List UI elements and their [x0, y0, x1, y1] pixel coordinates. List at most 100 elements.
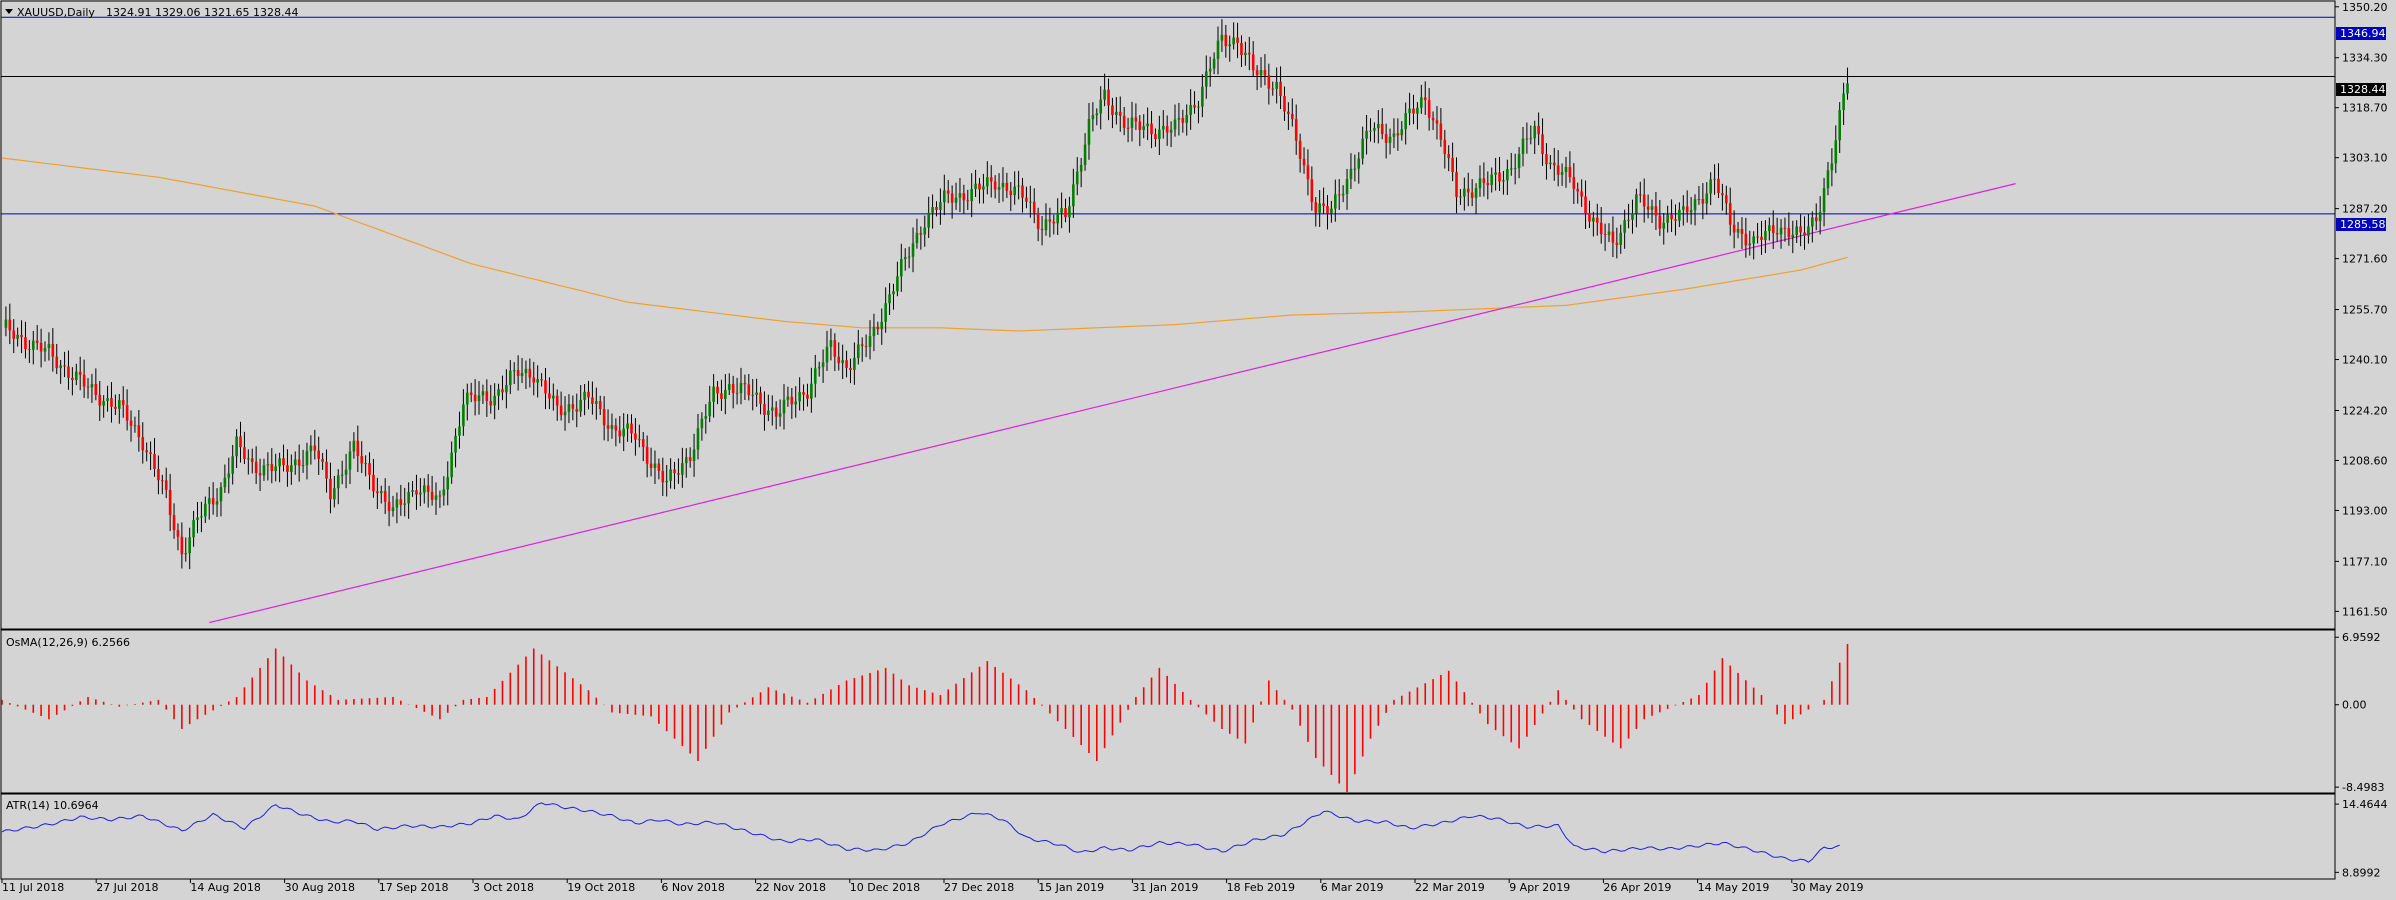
candle — [1193, 91, 1196, 114]
candle — [1068, 196, 1071, 233]
candle — [1768, 217, 1771, 241]
candle — [954, 182, 958, 210]
candle — [1725, 185, 1728, 215]
candle — [978, 177, 981, 204]
candle — [434, 482, 438, 515]
candle — [598, 395, 602, 415]
candle — [282, 444, 285, 472]
candle — [520, 358, 524, 384]
candle — [290, 454, 293, 485]
candle — [1814, 203, 1818, 231]
candle — [438, 490, 442, 508]
candle — [293, 451, 297, 475]
candle — [817, 361, 821, 377]
candle — [415, 474, 418, 510]
candle — [536, 365, 539, 398]
candle — [1126, 117, 1130, 143]
price-tick-label: 1255.70 — [2342, 304, 2388, 317]
candle — [1052, 214, 1056, 235]
candle — [1075, 157, 1079, 196]
candle — [1142, 114, 1146, 139]
candle — [360, 441, 364, 474]
candle — [614, 418, 618, 447]
date-tick-label: 31 Jan 2019 — [1132, 881, 1198, 894]
candle — [1361, 126, 1364, 165]
atr-series-line — [1, 802, 1840, 863]
osma-panel[interactable] — [0, 629, 2336, 794]
candle — [516, 355, 520, 391]
candle — [583, 384, 586, 416]
candle — [399, 484, 403, 516]
date-tick-label: 10 Dec 2018 — [850, 881, 920, 894]
candle — [403, 487, 407, 517]
candle — [989, 165, 993, 198]
candle — [1466, 172, 1470, 207]
candle — [692, 433, 696, 477]
candle — [239, 421, 242, 463]
main-price-panel[interactable] — [0, 0, 2336, 630]
candle — [1240, 35, 1243, 67]
candle — [1072, 168, 1075, 218]
candle — [16, 327, 19, 347]
candle — [1326, 195, 1329, 230]
candle — [1416, 102, 1419, 130]
candle — [149, 441, 152, 470]
candle — [305, 442, 309, 480]
candle — [645, 435, 649, 478]
candle — [1287, 102, 1290, 130]
candle — [919, 226, 923, 250]
candle — [24, 321, 27, 359]
candle — [270, 448, 274, 484]
candle — [880, 308, 884, 345]
candle — [1556, 150, 1560, 187]
candle — [892, 283, 895, 310]
svg-text:1328.44: 1328.44 — [2340, 83, 2386, 96]
candle — [575, 393, 579, 428]
candle — [872, 313, 876, 352]
triangle-down-icon[interactable] — [5, 9, 13, 14]
candle — [74, 363, 78, 386]
candle — [657, 458, 661, 480]
candle — [1490, 167, 1494, 193]
candle — [731, 375, 735, 409]
date-tick-label: 15 Jan 2019 — [1038, 881, 1104, 894]
candle — [1642, 178, 1646, 223]
candle — [864, 334, 868, 358]
candle — [1846, 67, 1849, 100]
candle — [755, 378, 758, 407]
price-axis: 1350.20 1334.30 1318.70 1303.10 1287.20 1271.… — [2335, 1, 2388, 618]
candle — [1009, 182, 1013, 212]
candle — [1158, 115, 1161, 156]
candle — [595, 387, 598, 420]
osma-tick-label: 6.9592 — [2342, 631, 2381, 644]
candle — [313, 429, 317, 460]
candle — [1377, 110, 1380, 144]
candle — [1537, 112, 1540, 146]
candle — [1150, 111, 1153, 149]
candle — [1748, 230, 1752, 256]
candle — [1595, 203, 1599, 236]
candle — [1079, 158, 1083, 188]
price-tick-label: 1318.70 — [2342, 102, 2388, 115]
candle — [489, 384, 493, 414]
candle — [786, 386, 790, 407]
atr-axis: 14.4644 8.8992 — [2335, 798, 2388, 879]
candle — [860, 337, 864, 362]
candle — [1185, 104, 1189, 136]
trend-line — [209, 183, 2016, 624]
moving-average-line — [1, 157, 1848, 332]
candle — [454, 428, 457, 468]
candle — [419, 478, 422, 507]
candle — [1771, 210, 1775, 249]
candle — [1431, 111, 1435, 131]
candle — [1470, 179, 1474, 207]
price-tick-label: 1287.20 — [2342, 203, 2388, 216]
candle — [407, 482, 410, 519]
candle — [98, 381, 102, 421]
atr-panel[interactable] — [0, 793, 2336, 880]
candle — [1044, 203, 1048, 236]
candle — [1161, 110, 1165, 139]
candle — [90, 373, 94, 403]
candle — [1115, 97, 1118, 125]
